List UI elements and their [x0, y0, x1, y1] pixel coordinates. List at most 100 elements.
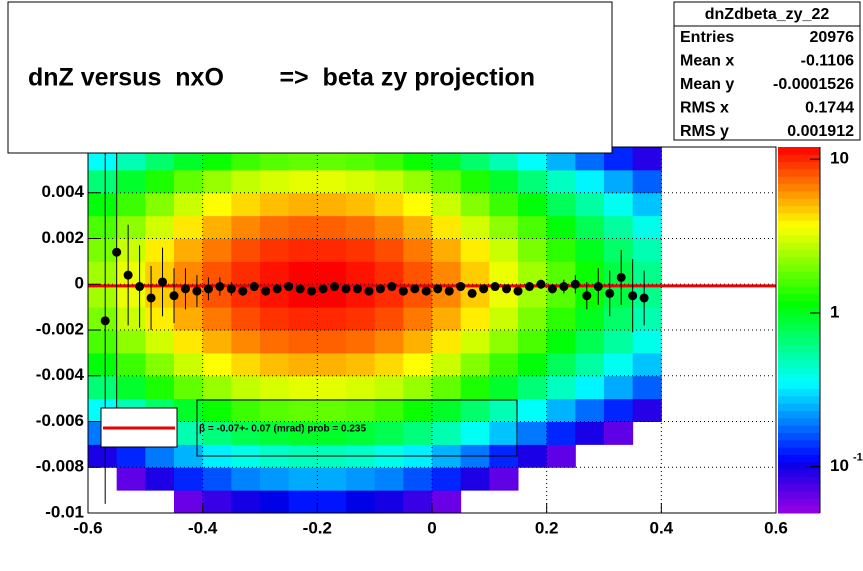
profile-point [582, 291, 592, 301]
color-bar-segment [778, 161, 820, 170]
heat-cell [546, 192, 576, 217]
color-bar-segment [778, 183, 820, 192]
heat-cell [260, 352, 290, 377]
heat-cell [432, 238, 462, 262]
profile-point [490, 282, 500, 292]
heat-cell [288, 398, 318, 422]
heat-cell [575, 375, 605, 400]
color-bar-segment [778, 286, 820, 294]
heat-cell [288, 261, 318, 285]
color-bar-segment [778, 300, 820, 309]
color-bar-segment [778, 461, 820, 470]
heat-cell [145, 169, 175, 194]
heat-cell [174, 238, 204, 262]
profile-point [524, 282, 534, 292]
profile-point [295, 284, 305, 294]
heat-cell [632, 330, 662, 354]
color-bar-segment [778, 388, 820, 397]
heat-cell [460, 375, 490, 400]
heat-cell [374, 375, 404, 400]
profile-point [593, 282, 603, 292]
heat-cell [489, 307, 519, 331]
heat-cell [403, 421, 433, 445]
heat-cell [288, 192, 318, 217]
profile-point [421, 286, 431, 296]
heat-cell [260, 467, 290, 491]
profile-point [639, 293, 649, 303]
stats-frame [673, 1, 861, 141]
heatmap [88, 147, 662, 513]
profile-point [410, 284, 420, 294]
heat-cell [260, 330, 290, 354]
heat-cell [489, 192, 519, 217]
profile-point [387, 282, 397, 292]
z-tick-label: 1 [830, 302, 839, 321]
heat-cell [317, 307, 347, 331]
profile-point [616, 272, 626, 282]
heat-cell [403, 215, 433, 239]
heat-cell [403, 375, 433, 400]
heat-cell [632, 307, 662, 331]
profile-point [559, 282, 569, 292]
heat-cell [546, 261, 576, 285]
heat-cell [604, 421, 634, 445]
heat-cell [202, 215, 232, 239]
heat-cell [174, 490, 204, 513]
stats-value: -0.1106 [801, 53, 854, 70]
heat-cell [432, 375, 462, 400]
heat-cell [489, 215, 519, 239]
heat-cell [460, 192, 490, 217]
heat-cell [202, 330, 232, 354]
heat-cell [575, 352, 605, 377]
heat-cell [489, 421, 519, 445]
heat-cell [489, 467, 519, 491]
profile-point [318, 284, 328, 294]
heat-cell [518, 169, 548, 194]
heat-cell [288, 352, 318, 377]
heat-cell [145, 307, 175, 331]
heat-cell [174, 169, 204, 194]
color-bar-segment [778, 454, 820, 463]
color-bar-segment [778, 432, 820, 441]
heat-cell [604, 398, 634, 422]
heat-cell [489, 398, 519, 422]
heat-cell [575, 192, 605, 217]
color-bar-segment [778, 425, 820, 433]
heat-cell [546, 398, 576, 422]
stats-label: Mean y [680, 76, 734, 93]
heat-cell [317, 467, 347, 491]
heat-cell [202, 398, 232, 422]
heat-cell [374, 352, 404, 377]
heat-cell [260, 215, 290, 239]
heat-cell [575, 330, 605, 354]
profile-point [215, 282, 225, 292]
heat-cell [174, 421, 204, 445]
heat-cell [346, 352, 376, 377]
heat-cell [174, 330, 204, 354]
z-tick-exponent: -1 [853, 452, 863, 464]
profile-point [479, 284, 489, 294]
color-bar-segment [778, 249, 820, 258]
heat-cell [632, 375, 662, 400]
heat-cell [403, 169, 433, 194]
heat-cell [116, 352, 146, 377]
heat-cell [346, 490, 376, 513]
heat-cell [403, 261, 433, 285]
heat-cell [145, 261, 175, 285]
color-bar-segment [778, 469, 820, 477]
color-bar-segment [778, 293, 820, 302]
y-tick-label: -0.008 [36, 457, 84, 476]
profile-point [261, 286, 271, 296]
color-bar-segment [778, 242, 820, 250]
heat-cell [174, 398, 204, 422]
heat-cell [604, 352, 634, 377]
heat-cell [88, 444, 118, 468]
heat-cell [317, 421, 347, 445]
profile-point [352, 284, 362, 294]
heat-cell [374, 330, 404, 354]
color-bar-segment [778, 322, 820, 331]
profile-point [375, 284, 385, 294]
heat-cell [374, 421, 404, 445]
heat-cell [88, 169, 118, 194]
heat-cell [432, 192, 462, 217]
